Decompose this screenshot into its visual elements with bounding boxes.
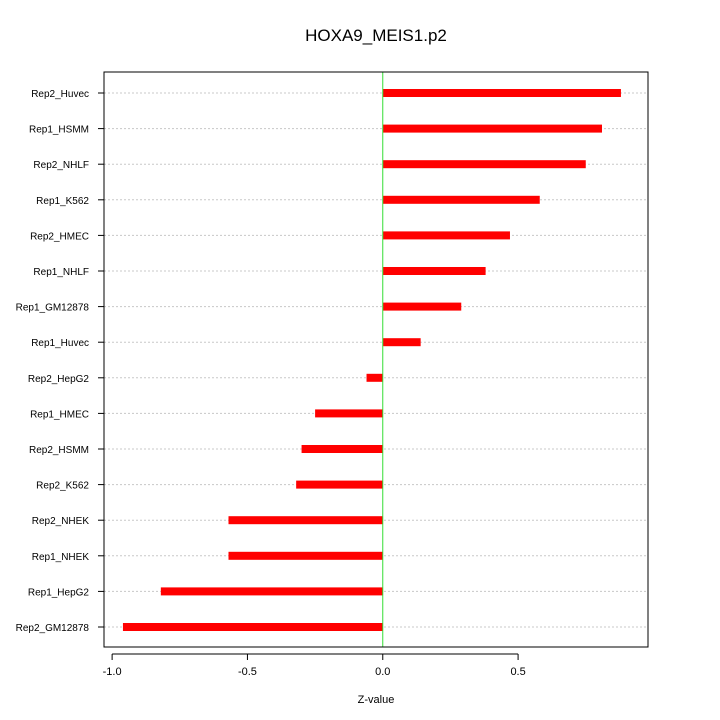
bar-rep1-hsmm	[382, 124, 602, 133]
plot-frame	[103, 71, 649, 648]
x-tick-label: 0.0	[375, 666, 390, 678]
bar-rep1-k562	[382, 195, 540, 204]
category-label-rep1-hepg2: Rep1_HepG2	[28, 587, 90, 598]
category-label-rep1-nhek: Rep1_NHEK	[32, 552, 90, 563]
bar-rep2-gm12878	[122, 623, 383, 631]
category-label-rep1-hmec: Rep1_HMEC	[30, 409, 89, 420]
bar-rep2-k562	[296, 480, 383, 489]
bar-rep2-hmec	[382, 231, 510, 240]
bar-rep2-huvec	[382, 89, 621, 97]
bars	[122, 89, 621, 631]
category-label-rep1-k562: Rep1_K562	[36, 196, 89, 207]
bar-rep1-nhlf	[382, 267, 486, 275]
bar-rep1-gm12878	[382, 302, 462, 311]
category-label-rep2-nhek: Rep2_NHEK	[32, 516, 90, 527]
grid-lines	[104, 92, 648, 628]
bar-rep1-nhek	[228, 551, 383, 560]
category-label-rep2-hepg2: Rep2_HepG2	[28, 374, 90, 385]
chart-title: HOXA9_MEIS1.p2	[305, 26, 447, 45]
bar-rep1-hmec	[315, 409, 383, 418]
category-label-rep1-gm12878: Rep1_GM12878	[16, 303, 90, 314]
bar-rep2-hsmm	[301, 445, 383, 453]
category-label-rep1-hsmm: Rep1_HSMM	[29, 125, 89, 136]
category-label-rep2-gm12878: Rep2_GM12878	[16, 623, 90, 634]
bar-rep2-hepg2	[366, 373, 383, 382]
category-label-rep2-k562: Rep2_K562	[36, 481, 89, 492]
category-label-rep1-huvec: Rep1_Huvec	[31, 338, 89, 349]
category-label-rep2-nhlf: Rep2_NHLF	[33, 160, 89, 171]
bar-rep2-nhek	[228, 516, 383, 525]
bar-rep2-nhlf	[382, 160, 586, 169]
category-label-rep2-hmec: Rep2_HMEC	[30, 231, 89, 242]
x-tick-label: -1.0	[103, 666, 122, 678]
x-tick-label: -0.5	[238, 666, 257, 678]
category-label-rep2-hsmm: Rep2_HSMM	[29, 445, 89, 456]
x-axis-label: Z-value	[358, 694, 395, 706]
x-tick-label: 0.5	[510, 666, 525, 678]
y-axis-categories: Rep2_Huvec Rep1_HSMM Rep2_NHLF Rep1_K562 Rep…	[16, 89, 104, 634]
bar-rep1-huvec	[382, 338, 421, 347]
bar-rep1-hepg2	[160, 587, 383, 596]
category-label-rep2-huvec: Rep2_Huvec	[31, 89, 89, 100]
x-axis: -1.0 -0.5 0.0 0.5	[103, 653, 526, 678]
category-label-rep1-nhlf: Rep1_NHLF	[33, 267, 89, 278]
